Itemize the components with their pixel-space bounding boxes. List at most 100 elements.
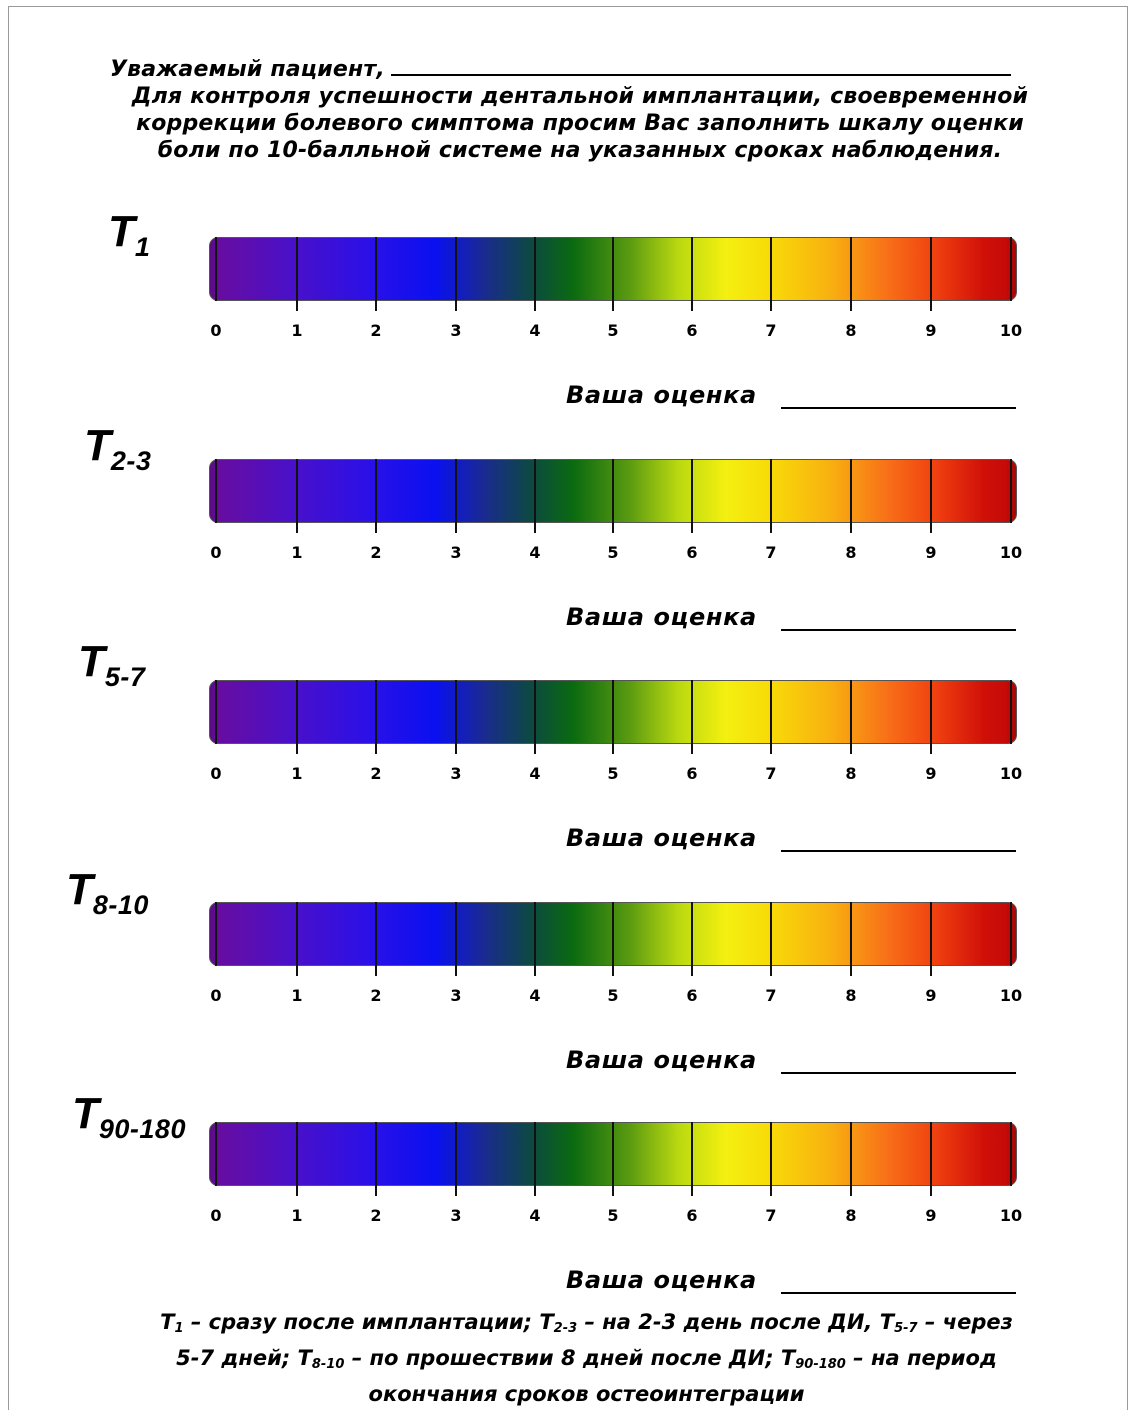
scale-number: 6 — [686, 764, 698, 783]
scale-tick — [770, 459, 772, 533]
scale-tick — [612, 902, 614, 976]
scale-number: 9 — [925, 764, 937, 783]
scale-tick — [930, 680, 932, 754]
footer-legend: T1 – сразу после имплантации; T2-3 – на … — [60, 1306, 1113, 1410]
scale-number: 10 — [999, 543, 1023, 562]
scale-number: 5 — [607, 321, 619, 340]
scale-tick — [850, 1122, 852, 1196]
scale-number: 1 — [291, 321, 303, 340]
scale-tick — [455, 237, 457, 311]
scale-number: 9 — [925, 321, 937, 340]
scale-tick — [455, 459, 457, 533]
scale-tick — [930, 459, 932, 533]
scale-tick — [375, 237, 377, 311]
scale-number: 0 — [210, 321, 222, 340]
intro-line-3: коррекции болевого симптома просим Вас з… — [136, 111, 1024, 136]
footer-t90: T — [780, 1346, 796, 1370]
scale-number: 7 — [765, 321, 777, 340]
scale-number: 9 — [925, 543, 937, 562]
scale-tick — [534, 1122, 536, 1196]
scale-number: 10 — [999, 986, 1023, 1005]
scale-tick — [375, 680, 377, 754]
footer-t1: T — [160, 1310, 175, 1334]
scale-number: 2 — [370, 1206, 382, 1225]
score-input-line[interactable] — [781, 407, 1016, 409]
intro-line-2: Для контроля успешности дентальной импла… — [131, 84, 1029, 109]
scale-number: 6 — [686, 321, 698, 340]
footer-t23-text: – на 2-3 день после ДИ, — [577, 1310, 880, 1334]
scale-number: 4 — [529, 764, 541, 783]
scale-label-letter: T — [72, 1089, 99, 1138]
scale-tick — [612, 1122, 614, 1196]
scale-tick — [691, 1122, 693, 1196]
scale-label-5: T90-180 — [72, 1089, 186, 1145]
scale-number: 3 — [450, 1206, 462, 1225]
scale-number: 2 — [370, 986, 382, 1005]
scale-tick — [1010, 680, 1012, 744]
scale-label-letter: T — [66, 865, 93, 914]
your-score-label: Ваша оценка — [566, 1266, 757, 1294]
scale-tick — [850, 902, 852, 976]
scale-tick — [375, 902, 377, 976]
scale-label-sub: 90-180 — [98, 1114, 186, 1144]
scale-tick — [770, 902, 772, 976]
page-border — [8, 6, 1128, 1410]
score-input-line[interactable] — [781, 850, 1016, 852]
scale-number: 4 — [529, 986, 541, 1005]
scale-tick — [375, 1122, 377, 1196]
scale-number: 4 — [529, 1206, 541, 1225]
scale-tick — [1010, 459, 1012, 523]
scale-tick — [850, 459, 852, 533]
scale-number: 8 — [845, 1206, 857, 1225]
scale-tick — [930, 902, 932, 976]
scale-tick — [930, 1122, 932, 1196]
scale-number: 1 — [291, 764, 303, 783]
scale-number: 3 — [450, 321, 462, 340]
scale-tick — [215, 237, 217, 301]
scale-number: 1 — [291, 986, 303, 1005]
footer-t1-text: – сразу после имплантации; — [183, 1310, 540, 1334]
scale-number: 0 — [210, 986, 222, 1005]
footer-line-3: окончания сроков остеоинтеграции — [368, 1382, 805, 1406]
your-score-label: Ваша оценка — [566, 603, 757, 631]
scale-number: 4 — [529, 543, 541, 562]
score-input-line[interactable] — [781, 1072, 1016, 1074]
footer-line-2: 5-7 дней; T8-10 – по прошествии 8 дней п… — [60, 1342, 1113, 1378]
patient-name-field[interactable] — [390, 56, 1011, 76]
footer-t810-sub: 8-10 — [311, 1357, 345, 1372]
scale-tick — [612, 680, 614, 754]
scale-tick — [455, 902, 457, 976]
scale-label-sub: 2-3 — [110, 446, 152, 476]
scale-number: 10 — [999, 764, 1023, 783]
scale-tick — [534, 237, 536, 311]
footer-t23-sub: 2-3 — [553, 1321, 578, 1336]
your-score-label: Ваша оценка — [566, 824, 757, 852]
scale-number: 0 — [210, 764, 222, 783]
footer-t90-text: – на период — [845, 1346, 997, 1370]
scale-number: 2 — [370, 543, 382, 562]
footer-t23: T — [539, 1310, 554, 1334]
scale-tick — [455, 680, 457, 754]
scale-label-3: T5-7 — [78, 640, 145, 693]
scale-tick — [930, 237, 932, 311]
scale-tick — [770, 680, 772, 754]
scale-tick — [691, 237, 693, 311]
scale-number: 5 — [607, 1206, 619, 1225]
scale-number: 8 — [845, 764, 857, 783]
scale-number: 5 — [607, 764, 619, 783]
footer-t810-text: – по прошествии 8 дней после ДИ; — [344, 1346, 781, 1370]
score-input-line[interactable] — [781, 629, 1016, 631]
scale-label-sub: 8-10 — [92, 890, 149, 920]
your-score-label: Ваша оценка — [566, 1046, 757, 1074]
scale-number: 3 — [450, 764, 462, 783]
scale-number: 0 — [210, 1206, 222, 1225]
scale-number: 10 — [999, 1206, 1023, 1225]
scale-tick — [215, 680, 217, 744]
scale-number: 6 — [686, 1206, 698, 1225]
scale-tick — [770, 1122, 772, 1196]
scale-number: 10 — [999, 321, 1023, 340]
scale-label-4: T8-10 — [66, 865, 149, 921]
score-input-line[interactable] — [781, 1292, 1016, 1294]
scale-tick — [691, 902, 693, 976]
scale-tick — [296, 1122, 298, 1196]
